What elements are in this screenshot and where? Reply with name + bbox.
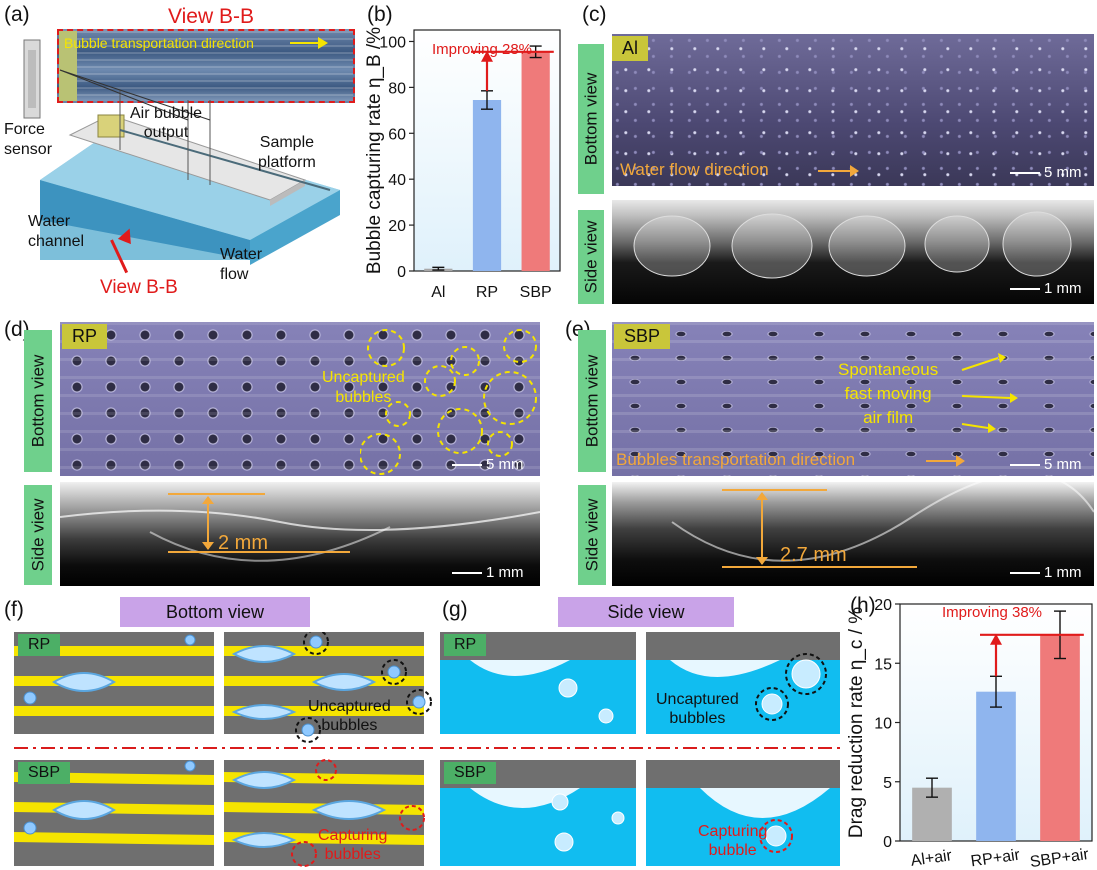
c-bottom-view-tab: Bottom view xyxy=(578,44,604,194)
h-ytick-label: 10 xyxy=(874,716,892,733)
apparatus-illustration xyxy=(23,39,340,265)
c-bottom-photo xyxy=(612,34,1094,186)
b-xtick-label: SBP xyxy=(520,284,552,301)
h-ytick-label: 15 xyxy=(874,656,892,673)
b-ytick-label: 60 xyxy=(388,126,406,143)
e-transport-arrow-icon xyxy=(926,460,958,462)
e-side-photo xyxy=(612,482,1094,586)
b-bar-rp xyxy=(472,100,502,271)
e-side-view-tab: Side view xyxy=(578,485,606,585)
transport-arrowhead-icon xyxy=(318,37,328,49)
b-xtick-label: Al xyxy=(431,284,445,301)
view-bb-label: View B-B xyxy=(100,277,178,298)
d-scale-bottom: 1 mm xyxy=(452,564,524,581)
panel-b-label: (b) xyxy=(367,3,393,26)
e-sbp-tag: SBP xyxy=(614,324,671,349)
panel-a-label: (a) xyxy=(4,3,30,26)
force-sensor-label: Force sensor xyxy=(4,121,53,158)
sample-platform-label: Sample platform xyxy=(258,134,316,171)
f-illustration xyxy=(14,632,434,867)
f-capturing-text: Capturing bubbles xyxy=(318,827,388,863)
d-scale-top: 5 mm xyxy=(452,456,524,473)
d-bottom-view-tab: Bottom view xyxy=(24,330,52,472)
b-ytick-label: 20 xyxy=(388,218,406,235)
c-flow-arrow-icon xyxy=(818,170,852,172)
e-thickness-label: 2.7 mm xyxy=(780,544,847,566)
c-side-view-tab: Side view xyxy=(578,210,604,304)
bubble-transport-text: Bubble transportation direction xyxy=(64,35,254,51)
h-ylabel: Drag reduction rate η_c / % xyxy=(846,607,867,838)
f-uncaptured-text: Uncaptured bubbles xyxy=(308,698,391,734)
h-bar-sbp-air xyxy=(1040,634,1080,841)
water-flow-label: Water flow xyxy=(220,246,263,283)
g-title: Side view xyxy=(558,597,734,627)
h-improve-arrowhead xyxy=(990,633,1002,645)
panel-g-label: (g) xyxy=(442,598,468,621)
d-side-photo xyxy=(60,482,540,586)
d-rp-tag: RP xyxy=(62,324,108,349)
e-scale-top: 5 mm xyxy=(1010,456,1082,473)
h-improve-label: Improving 38% xyxy=(942,604,1042,621)
b-ytick-label: 100 xyxy=(379,34,406,51)
g-illustration xyxy=(440,632,840,866)
e-spontaneous-text: Spontaneous fast moving air film xyxy=(838,360,939,427)
h-ytick-label: 5 xyxy=(883,775,892,792)
e-spontaneous-arrows xyxy=(961,353,1018,433)
e-transport-text: Bubbles transportation direction xyxy=(616,450,856,469)
d-uncaptured-circles xyxy=(360,329,537,475)
air-bubble-output-label: Air bubble output xyxy=(130,105,203,141)
c-flow-text: Water flow direction xyxy=(620,160,769,179)
c-scale-bottom: 1 mm xyxy=(1010,280,1082,297)
h-ytick-label: 20 xyxy=(874,597,892,614)
c-side-photo xyxy=(612,200,1094,304)
f-sbp-tag: SBP xyxy=(18,762,71,784)
e-transport-arrowhead-icon xyxy=(956,455,965,467)
d-thickness-label: 2 mm xyxy=(218,532,268,554)
view-bb-title: View B-B xyxy=(168,5,254,28)
h-bar-rp-air xyxy=(976,691,1016,841)
e-bottom-view-tab: Bottom view xyxy=(578,330,606,472)
g-sbp-tag: SBP xyxy=(444,762,497,784)
panel-c-label: (c) xyxy=(582,3,607,26)
h-xtick-label: Al+air xyxy=(910,847,954,870)
g-capturing-text: Capturing bubble xyxy=(698,823,768,859)
c-al-tag: Al xyxy=(612,36,649,61)
transport-arrow-icon xyxy=(290,42,320,44)
b-ytick-label: 40 xyxy=(388,172,406,189)
b-ytick-label: 80 xyxy=(388,80,406,97)
g-rp-tag: RP xyxy=(444,634,487,656)
h-xtick-label: SBP+air xyxy=(1029,846,1091,870)
h-xtick-label: RP+air xyxy=(970,847,1022,870)
f-rp-tag: RP xyxy=(18,634,61,656)
d-uncaptured-text: Uncaptured bubbles xyxy=(322,369,405,406)
b-ytick-label: 0 xyxy=(397,264,406,281)
e-scale-bottom: 1 mm xyxy=(1010,564,1082,581)
panel-h-label: (h) xyxy=(850,594,876,617)
panel-d-label: (d) xyxy=(4,318,30,341)
chart-h: 0 5 10 15 20 Drag reduction rate η_c / % Al+ai… xyxy=(846,597,1093,870)
c-flow-arrowhead-icon xyxy=(850,165,859,177)
c-scale-top: 5 mm xyxy=(1010,164,1082,181)
h-ytick-label: 0 xyxy=(883,834,892,851)
b-improve-arrowhead xyxy=(481,50,493,62)
d-bottom-photo xyxy=(60,322,540,476)
water-channel-label: Water channel xyxy=(28,213,85,250)
f-title: Bottom view xyxy=(120,597,310,627)
b-xtick-label: RP xyxy=(476,284,498,301)
b-improve-label: Improving 28% xyxy=(432,41,532,58)
d-side-view-tab: Side view xyxy=(24,485,52,585)
b-ylabel: Bubble capturing rate η_B /% xyxy=(364,27,385,274)
b-bar-sbp xyxy=(521,51,550,271)
g-uncaptured-text: Uncaptured bubbles xyxy=(656,691,739,727)
panel-f-label: (f) xyxy=(4,598,24,621)
